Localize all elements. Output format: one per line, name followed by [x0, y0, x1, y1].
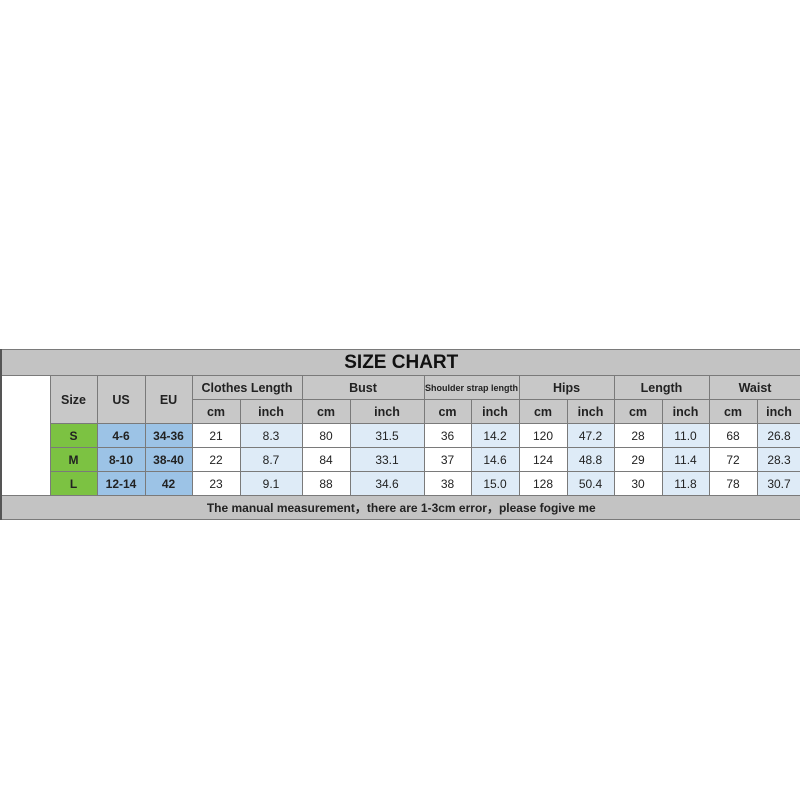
- header-us: US: [96, 375, 146, 424]
- unit-inch: inch: [239, 399, 303, 424]
- size-cell: M: [49, 447, 98, 472]
- cm-cell: 68: [708, 423, 758, 448]
- eu-cell: 34-36: [144, 423, 193, 448]
- cm-cell: 30: [613, 471, 663, 496]
- cm-cell: 38: [423, 471, 472, 496]
- inch-cell: 34.6: [349, 471, 425, 496]
- eu-cell: 42: [144, 471, 193, 496]
- header-clothes-length: Clothes Length: [191, 375, 303, 400]
- cm-cell: 36: [423, 423, 472, 448]
- inch-cell: 26.8: [756, 423, 800, 448]
- inch-cell: 14.6: [470, 447, 520, 472]
- cm-cell: 72: [708, 447, 758, 472]
- size-chart-table: SIZE CHART Size US EU Clothes Length Bus…: [0, 349, 800, 520]
- header-bust: Bust: [301, 375, 425, 400]
- inch-cell: 33.1: [349, 447, 425, 472]
- cm-cell: 88: [301, 471, 351, 496]
- unit-cm: cm: [518, 399, 568, 424]
- inch-cell: 11.4: [661, 447, 710, 472]
- blank-cell: [0, 375, 51, 496]
- unit-cm: cm: [191, 399, 241, 424]
- inch-cell: 50.4: [566, 471, 615, 496]
- cm-cell: 124: [518, 447, 568, 472]
- cm-cell: 120: [518, 423, 568, 448]
- table-row: M 8-10 38-40 22 8.7 84 33.1 37 14.6 124 48.8 29 11.4…: [1, 447, 800, 472]
- cm-cell: 23: [191, 471, 241, 496]
- inch-cell: 15.0: [470, 471, 520, 496]
- inch-cell: 11.0: [661, 423, 710, 448]
- us-cell: 4-6: [96, 423, 146, 448]
- footer-note: The manual measurement，there are 1-3cm e…: [0, 495, 800, 520]
- cm-cell: 22: [191, 447, 241, 472]
- unit-inch: inch: [566, 399, 615, 424]
- chart-title: SIZE CHART: [0, 349, 800, 376]
- cm-cell: 128: [518, 471, 568, 496]
- cm-cell: 80: [301, 423, 351, 448]
- us-cell: 12-14: [96, 471, 146, 496]
- inch-cell: 30.7: [756, 471, 800, 496]
- cm-cell: 78: [708, 471, 758, 496]
- header-eu: EU: [144, 375, 193, 424]
- inch-cell: 47.2: [566, 423, 615, 448]
- inch-cell: 11.8: [661, 471, 710, 496]
- cm-cell: 21: [191, 423, 241, 448]
- cm-cell: 84: [301, 447, 351, 472]
- size-cell: S: [49, 423, 98, 448]
- unit-inch: inch: [349, 399, 425, 424]
- eu-cell: 38-40: [144, 447, 193, 472]
- unit-inch: inch: [661, 399, 710, 424]
- cm-cell: 28: [613, 423, 663, 448]
- header-waist: Waist: [708, 375, 800, 400]
- size-cell: L: [49, 471, 98, 496]
- inch-cell: 8.3: [239, 423, 303, 448]
- unit-inch: inch: [756, 399, 800, 424]
- header-hips: Hips: [518, 375, 615, 400]
- inch-cell: 9.1: [239, 471, 303, 496]
- unit-cm: cm: [423, 399, 472, 424]
- header-length: Length: [613, 375, 710, 400]
- inch-cell: 31.5: [349, 423, 425, 448]
- cm-cell: 29: [613, 447, 663, 472]
- cm-cell: 37: [423, 447, 472, 472]
- unit-cm: cm: [613, 399, 663, 424]
- header-size: Size: [49, 375, 98, 424]
- inch-cell: 48.8: [566, 447, 615, 472]
- unit-cm: cm: [301, 399, 351, 424]
- inch-cell: 14.2: [470, 423, 520, 448]
- unit-inch: inch: [470, 399, 520, 424]
- us-cell: 8-10: [96, 447, 146, 472]
- unit-cm: cm: [708, 399, 758, 424]
- table-row: L 12-14 42 23 9.1 88 34.6 38 15.0 128 50.4 30 11.8 78…: [1, 471, 800, 496]
- header-shoulder-strap: Shoulder strap length: [423, 375, 520, 400]
- inch-cell: 28.3: [756, 447, 800, 472]
- table-row: S 4-6 34-36 21 8.3 80 31.5 36 14.2 120 47.2 28 11.0 6…: [1, 423, 800, 448]
- inch-cell: 8.7: [239, 447, 303, 472]
